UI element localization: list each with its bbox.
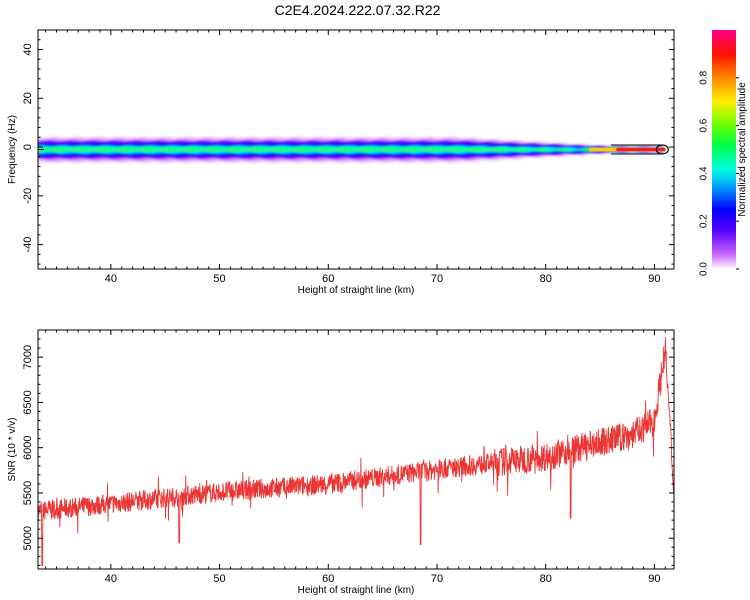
- spectral-band: [38, 136, 669, 164]
- x-tick-label: 50: [213, 573, 225, 585]
- colorbar-ticks: 0.0 0.2 0.4 0.6 0.8: [699, 70, 739, 276]
- spectrogram-x-ticks: 40 50 60 70 80 90: [45, 30, 666, 285]
- snr-panel: 40 50 60 70 80 90 5000 5500 6000 6500 7000 Height…: [7, 329, 675, 596]
- spectrogram-x-axis-label: Height of straight line (km): [298, 285, 415, 296]
- y-tick-label: 7000: [22, 345, 34, 369]
- snr-series-line: [38, 337, 674, 566]
- x-tick-label: 60: [322, 573, 334, 585]
- colorbar-tick-label: 0.8: [699, 70, 710, 84]
- colorbar-tick-label: 0.0: [699, 262, 710, 276]
- y-tick-label: 0: [22, 144, 34, 150]
- y-tick-label: 5000: [22, 526, 34, 550]
- page-title: C2E4.2024.222.07.32.R22: [274, 2, 441, 18]
- y-tick-label: 20: [22, 92, 34, 104]
- colorbar: 0.0 0.2 0.4 0.6 0.8 Normalized spectral ampl…: [699, 30, 748, 276]
- x-tick-label: 70: [431, 573, 443, 585]
- y-tick-label: 6500: [22, 390, 34, 414]
- colorbar-tick-label: 0.6: [699, 118, 710, 132]
- x-tick-label: 40: [105, 573, 117, 585]
- spectrogram-y-axis-label: Frequency (Hz): [7, 115, 18, 184]
- spectrogram-panel: 40 50 60 70 80 90 -40 -20 0 20 40 Height of strai…: [7, 29, 675, 296]
- y-tick-label: 5500: [22, 481, 34, 505]
- x-tick-label: 40: [105, 273, 117, 285]
- spectrogram-y-ticks: -40 -20 0 20 40: [22, 29, 674, 265]
- snr-y-axis-label: SNR (10 * v/v): [7, 418, 18, 482]
- x-tick-label: 60: [322, 273, 334, 285]
- x-tick-label: 70: [431, 273, 443, 285]
- x-tick-label: 80: [540, 273, 552, 285]
- colorbar-tick-label: 0.2: [699, 214, 710, 228]
- y-tick-label: -20: [22, 188, 34, 204]
- snr-plot-frame: [37, 329, 675, 570]
- x-tick-label: 80: [540, 573, 552, 585]
- snr-x-ticks: 40 50 60 70 80 90: [45, 330, 666, 585]
- colorbar-gradient: [712, 30, 736, 269]
- colorbar-tick-label: 0.4: [699, 166, 710, 180]
- colorbar-label: Normalized spectral amplitude: [737, 82, 748, 217]
- y-tick-label: -40: [22, 237, 34, 253]
- x-tick-label: 90: [648, 573, 660, 585]
- x-tick-label: 90: [648, 273, 660, 285]
- x-tick-label: 50: [213, 273, 225, 285]
- snr-x-axis-label: Height of straight line (km): [298, 585, 415, 596]
- snr-y-ticks: 5000 5500 6000 6500 7000: [22, 329, 674, 566]
- spectrogram-plot-frame: [37, 29, 675, 270]
- band-outline: [610, 144, 663, 155]
- y-tick-label: 40: [22, 43, 34, 55]
- y-tick-label: 6000: [22, 435, 34, 459]
